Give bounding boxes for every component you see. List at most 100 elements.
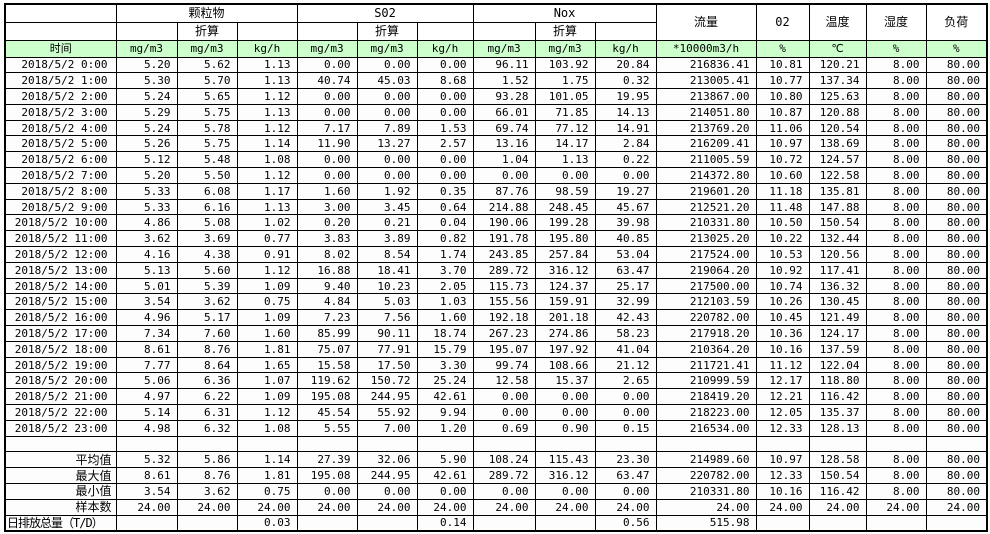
value-cell[interactable]: 93.28 (472, 88, 536, 105)
daily-total-label-cell[interactable]: 日排放总量（T/D） (4, 514, 117, 532)
summary-value-cell[interactable]: 0.00 (416, 483, 474, 500)
summary-value-cell[interactable]: 23.30 (594, 451, 657, 469)
value-cell[interactable]: 1.12 (236, 167, 298, 184)
value-cell[interactable]: 80.00 (925, 309, 988, 327)
summary-value-cell[interactable]: 24.00 (534, 498, 596, 516)
value-cell[interactable]: 12.58 (472, 372, 536, 390)
value-cell[interactable]: 10.60 (755, 167, 810, 184)
value-cell[interactable]: 216836.41 (655, 56, 757, 74)
summary-value-cell[interactable]: 24.00 (472, 498, 536, 516)
value-cell[interactable]: 1.81 (236, 340, 298, 358)
value-cell[interactable]: 8.00 (865, 277, 927, 295)
value-cell[interactable]: 0.35 (416, 182, 474, 200)
value-cell[interactable]: 71.85 (534, 103, 596, 121)
value-cell[interactable]: 218419.20 (655, 388, 757, 406)
value-cell[interactable]: 0.82 (416, 230, 474, 248)
value-cell[interactable]: 7.34 (115, 325, 178, 342)
time-cell[interactable]: 2018/5/2 9:00 (4, 198, 117, 216)
value-cell[interactable]: 136.32 (808, 277, 867, 295)
empty-cell[interactable] (534, 435, 596, 453)
value-cell[interactable]: 103.92 (534, 56, 596, 74)
summary-label-cell[interactable]: 样本数 (4, 498, 117, 516)
value-cell[interactable]: 8.00 (865, 309, 927, 327)
value-cell[interactable]: 1.09 (236, 388, 298, 406)
value-cell[interactable]: 5.24 (115, 88, 178, 105)
value-cell[interactable]: 12.05 (755, 404, 810, 421)
value-cell[interactable]: 135.81 (808, 182, 867, 200)
value-cell[interactable]: 5.13 (115, 261, 178, 279)
summary-value-cell[interactable]: 24.00 (755, 498, 810, 516)
value-cell[interactable]: 45.54 (296, 404, 358, 421)
value-cell[interactable]: 9.40 (296, 277, 358, 295)
value-cell[interactable]: 0.00 (356, 103, 418, 121)
value-cell[interactable]: 4.38 (176, 246, 238, 263)
summary-value-cell[interactable]: 0.75 (236, 483, 298, 500)
value-cell[interactable]: 10.80 (755, 88, 810, 105)
value-cell[interactable]: 25.24 (416, 372, 474, 390)
value-cell[interactable]: 87.76 (472, 182, 536, 200)
value-cell[interactable]: 1.65 (236, 356, 298, 374)
value-cell[interactable]: 25.17 (594, 277, 657, 295)
value-cell[interactable]: 8.68 (416, 72, 474, 90)
summary-value-cell[interactable]: 80.00 (925, 451, 988, 469)
value-cell[interactable]: 216209.41 (655, 135, 757, 153)
value-cell[interactable]: 80.00 (925, 404, 988, 421)
summary-value-cell[interactable]: 24.00 (865, 498, 927, 516)
empty-cell[interactable] (594, 435, 657, 453)
value-cell[interactable]: 3.69 (176, 230, 238, 248)
value-cell[interactable]: 20.84 (594, 56, 657, 74)
summary-value-cell[interactable]: 5.32 (115, 451, 178, 469)
time-cell[interactable]: 2018/5/2 11:00 (4, 230, 117, 248)
value-cell[interactable]: 10.97 (755, 135, 810, 153)
time-cell[interactable]: 2018/5/2 14:00 (4, 277, 117, 295)
value-cell[interactable]: 8.00 (865, 388, 927, 406)
value-cell[interactable]: 10.77 (755, 72, 810, 90)
value-cell[interactable]: 8.76 (176, 340, 238, 358)
value-cell[interactable]: 212521.20 (655, 198, 757, 216)
value-cell[interactable]: 6.32 (176, 419, 238, 437)
value-cell[interactable]: 138.69 (808, 135, 867, 153)
daily-total-value-cell[interactable]: 0.14 (416, 514, 474, 532)
daily-total-value-cell[interactable] (925, 514, 988, 532)
value-cell[interactable]: 5.50 (176, 167, 238, 184)
time-cell[interactable]: 2018/5/2 22:00 (4, 404, 117, 421)
value-cell[interactable]: 12.21 (755, 388, 810, 406)
value-cell[interactable]: 0.00 (416, 56, 474, 74)
value-cell[interactable]: 1.53 (416, 119, 474, 137)
value-cell[interactable]: 80.00 (925, 88, 988, 105)
value-cell[interactable]: 5.39 (176, 277, 238, 295)
summary-value-cell[interactable]: 195.08 (296, 467, 358, 485)
value-cell[interactable]: 3.54 (115, 293, 178, 311)
value-cell[interactable]: 3.30 (416, 356, 474, 374)
value-cell[interactable]: 5.12 (115, 151, 178, 169)
summary-value-cell[interactable]: 5.86 (176, 451, 238, 469)
summary-value-cell[interactable]: 80.00 (925, 483, 988, 500)
value-cell[interactable]: 8.00 (865, 340, 927, 358)
value-cell[interactable]: 8.00 (865, 246, 927, 263)
value-cell[interactable]: 69.74 (472, 119, 536, 137)
value-cell[interactable]: 5.20 (115, 167, 178, 184)
value-cell[interactable]: 5.65 (176, 88, 238, 105)
time-cell[interactable]: 2018/5/2 6:00 (4, 151, 117, 169)
value-cell[interactable]: 257.84 (534, 246, 596, 263)
value-cell[interactable]: 120.56 (808, 246, 867, 263)
value-cell[interactable]: 135.37 (808, 404, 867, 421)
value-cell[interactable]: 99.74 (472, 356, 536, 374)
value-cell[interactable]: 210364.20 (655, 340, 757, 358)
value-cell[interactable]: 0.00 (416, 88, 474, 105)
value-cell[interactable]: 197.92 (534, 340, 596, 358)
value-cell[interactable]: 12.17 (755, 372, 810, 390)
summary-value-cell[interactable]: 116.42 (808, 483, 867, 500)
value-cell[interactable]: 243.85 (472, 246, 536, 263)
value-cell[interactable]: 77.12 (534, 119, 596, 137)
value-cell[interactable]: 8.00 (865, 119, 927, 137)
empty-cell[interactable] (755, 435, 810, 453)
value-cell[interactable]: 124.17 (808, 325, 867, 342)
value-cell[interactable]: 219064.20 (655, 261, 757, 279)
value-cell[interactable]: 80.00 (925, 151, 988, 169)
value-cell[interactable]: 80.00 (925, 135, 988, 153)
summary-value-cell[interactable]: 24.00 (296, 498, 358, 516)
time-cell[interactable]: 2018/5/2 17:00 (4, 325, 117, 342)
value-cell[interactable]: 8.00 (865, 261, 927, 279)
value-cell[interactable]: 5.06 (115, 372, 178, 390)
